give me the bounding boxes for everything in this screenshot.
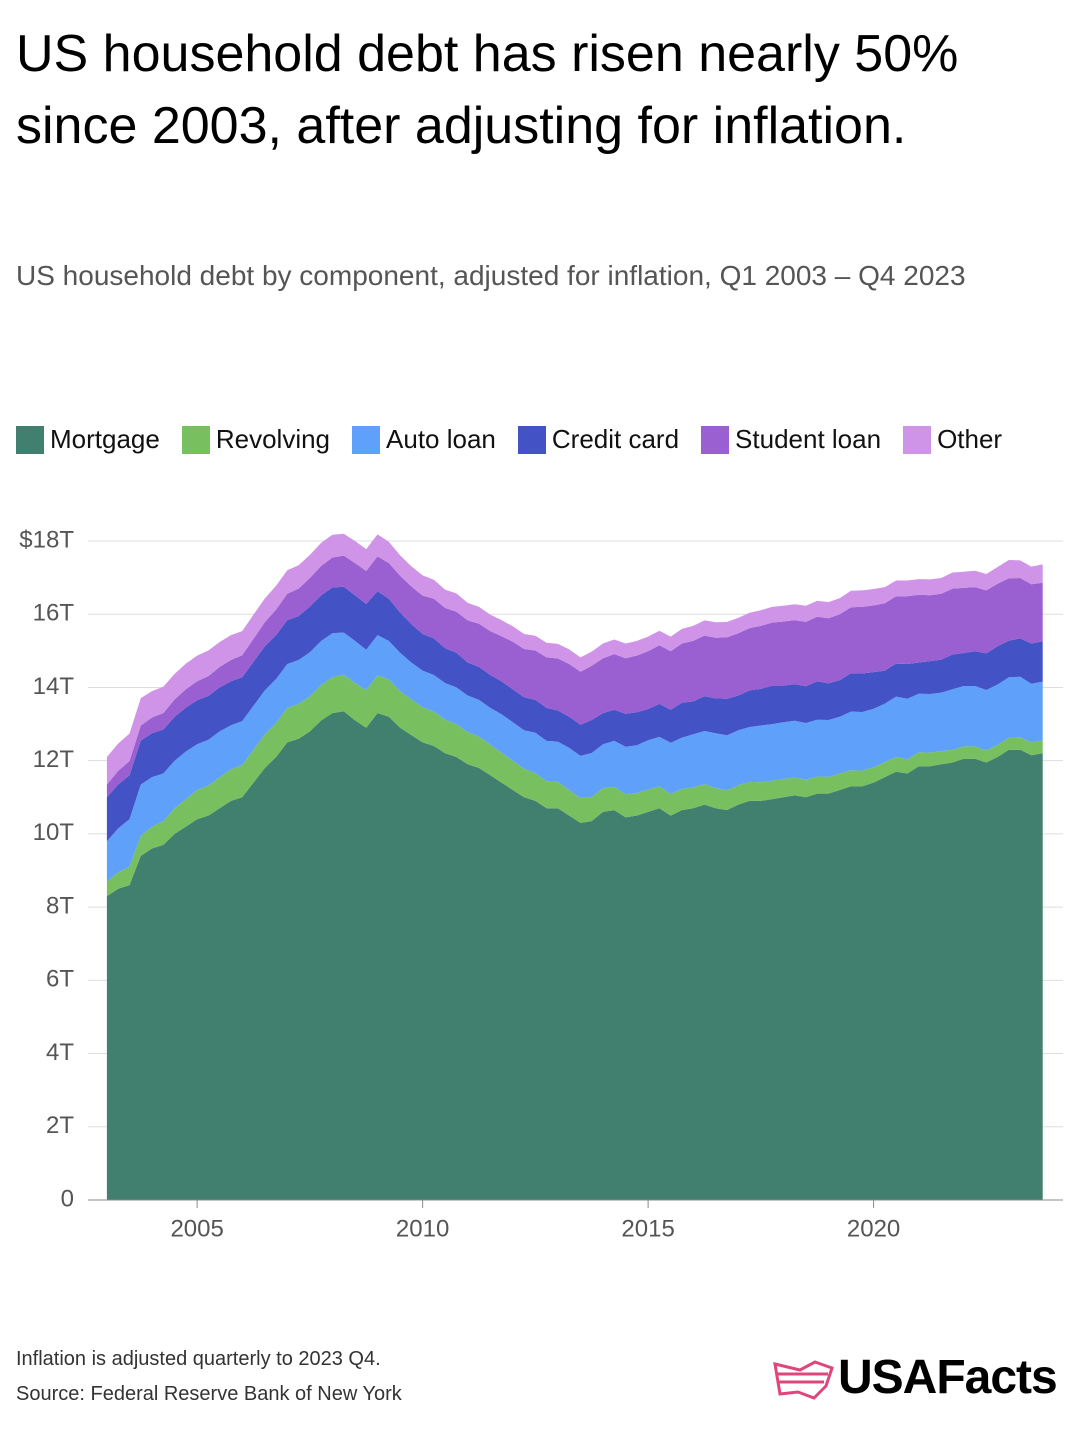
y-tick-label: 14T <box>33 673 75 700</box>
area <box>106 632 1043 882</box>
chart: 0 2T 4T 6T 8T 10T 12T 14T 16T $18T 2005 2010 2015 202… <box>19 526 1063 1242</box>
note: Inflation is adjusted quarterly to 2023 … <box>16 1348 381 1370</box>
x-tick-label: 2020 <box>847 1215 900 1242</box>
source: Source: Federal Reserve Bank of New York <box>16 1383 402 1405</box>
y-tick-label: 10T <box>33 819 75 846</box>
legend-swatch <box>701 425 730 454</box>
legend-swatch <box>16 425 44 454</box>
x-tick-label: 2010 <box>396 1215 449 1242</box>
legend-label: Mortgage <box>50 424 160 454</box>
area <box>106 711 1043 1200</box>
area <box>106 555 1043 798</box>
y-tick-label: 0 <box>61 1185 74 1212</box>
y-tick-label: $18T <box>19 526 74 553</box>
logo-icon <box>773 1360 834 1400</box>
legend-swatch <box>181 425 210 454</box>
legend-item: Student loan <box>701 424 881 455</box>
logo: USAFacts <box>838 1351 1058 1404</box>
legend-label: Other <box>937 424 1003 454</box>
legend-item: Credit card <box>517 424 680 455</box>
title: US household debt has risen nearly 50% s… <box>16 25 959 155</box>
x-tick-label: 2015 <box>621 1215 674 1242</box>
subtitle: US household debt by component, adjusted… <box>16 260 966 291</box>
area <box>106 533 1043 785</box>
legend-item: Revolving <box>181 424 331 455</box>
legend-swatch <box>352 425 381 454</box>
legend-item: Other <box>903 424 1002 455</box>
y-tick-label: 16T <box>33 600 75 627</box>
x-tick-label: 2005 <box>170 1215 223 1242</box>
legend-label: Auto loan <box>386 424 496 454</box>
legend-item: Auto loan <box>352 424 496 455</box>
y-tick-label: 6T <box>46 966 74 993</box>
y-tick-label: 2T <box>46 1112 74 1139</box>
area <box>106 674 1043 897</box>
legend-swatch <box>903 425 932 454</box>
legend-label: Credit card <box>551 424 680 454</box>
legend: Mortgage Revolving Auto loan Credit card Stu… <box>16 424 1016 455</box>
y-tick-label: 8T <box>46 892 74 919</box>
legend-label: Student loan <box>735 424 882 454</box>
legend-item: Mortgage <box>16 424 160 455</box>
y-tick-label: 12T <box>33 746 75 773</box>
legend-swatch <box>517 425 546 454</box>
y-tick-label: 4T <box>46 1039 74 1066</box>
legend-label: Revolving <box>215 424 331 454</box>
